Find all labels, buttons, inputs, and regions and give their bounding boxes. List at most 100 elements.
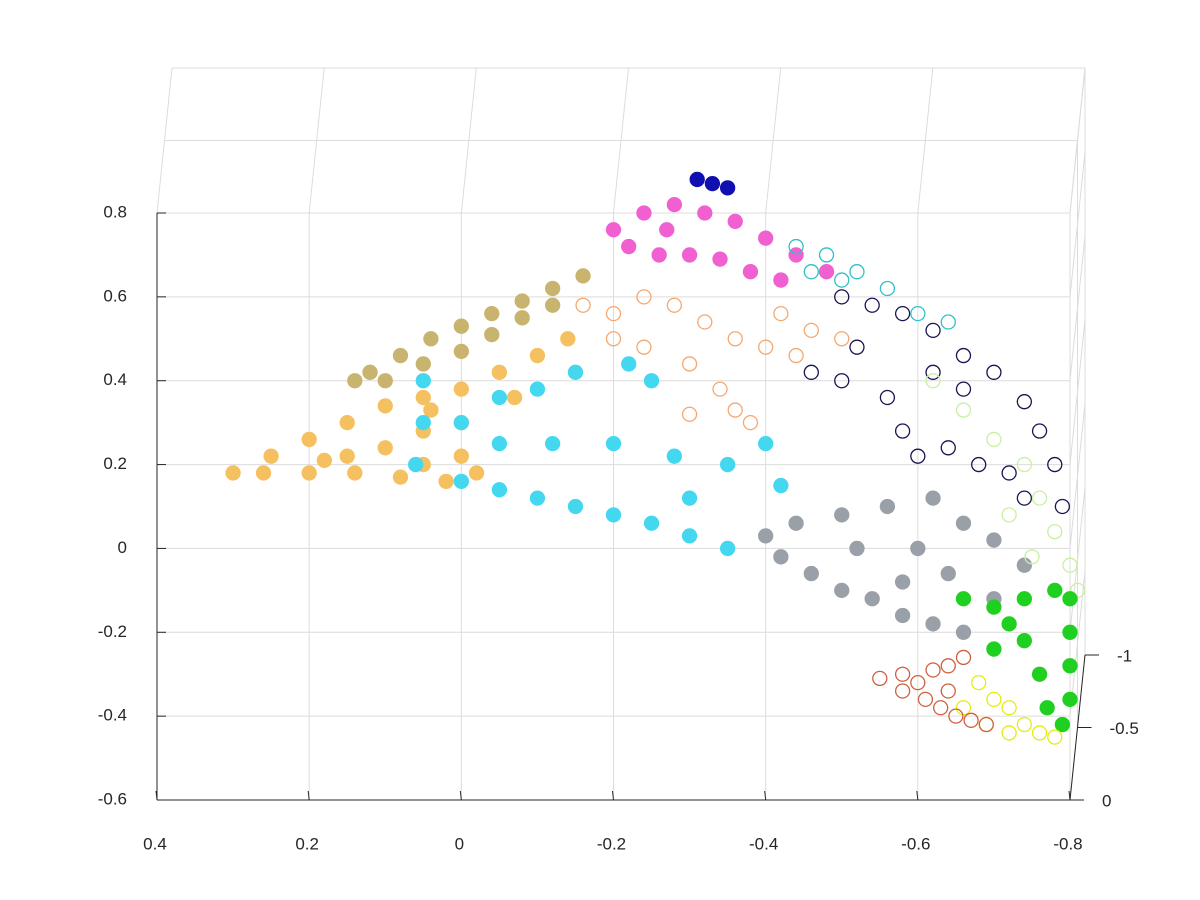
point <box>712 251 728 267</box>
point <box>879 389 896 406</box>
point <box>347 373 363 389</box>
point <box>834 331 850 347</box>
point <box>834 507 850 523</box>
point <box>925 322 941 339</box>
point <box>834 289 850 305</box>
point <box>971 456 987 473</box>
point <box>666 448 683 464</box>
point <box>1031 490 1048 506</box>
point <box>377 440 393 456</box>
point <box>727 331 743 347</box>
point <box>636 339 652 355</box>
point <box>727 402 743 418</box>
y-tick-label: 0 <box>118 538 127 557</box>
point <box>925 662 941 678</box>
point <box>894 574 911 590</box>
point <box>659 222 675 238</box>
point <box>727 213 743 230</box>
point <box>544 280 561 297</box>
point <box>1016 716 1032 733</box>
point <box>940 658 956 674</box>
point <box>415 373 431 389</box>
point <box>986 364 1002 380</box>
point <box>1062 691 1078 708</box>
point <box>362 364 378 380</box>
x-grid-line <box>156 67 173 800</box>
point <box>894 666 911 682</box>
point <box>803 565 819 582</box>
point <box>301 431 317 448</box>
point <box>719 456 736 473</box>
point <box>408 456 424 473</box>
point <box>925 364 941 380</box>
point <box>925 490 941 506</box>
point <box>636 205 652 221</box>
point <box>864 591 880 607</box>
point <box>423 402 439 418</box>
point <box>986 599 1002 615</box>
point <box>773 477 789 494</box>
point <box>1047 582 1063 599</box>
point <box>1016 490 1032 506</box>
point <box>910 540 926 557</box>
point <box>1031 666 1048 682</box>
point <box>986 691 1002 708</box>
point <box>529 490 546 506</box>
point <box>758 528 774 544</box>
point <box>955 591 972 607</box>
point <box>773 272 789 288</box>
point <box>894 423 911 439</box>
point <box>1062 658 1078 674</box>
point <box>788 347 804 364</box>
point <box>339 448 355 464</box>
point <box>773 549 789 565</box>
point <box>263 448 279 464</box>
point <box>910 448 926 464</box>
point <box>605 305 622 322</box>
point <box>940 440 956 456</box>
point <box>697 314 713 330</box>
point <box>788 247 804 263</box>
point <box>484 326 500 343</box>
point <box>1031 725 1048 741</box>
point <box>955 649 972 666</box>
point <box>1039 700 1055 716</box>
point <box>225 465 241 481</box>
point <box>423 331 439 347</box>
point <box>864 297 880 313</box>
point <box>484 305 500 322</box>
point <box>1031 423 1048 439</box>
point <box>651 247 667 263</box>
x-grid-line <box>460 67 477 800</box>
y-tick-label: 0.2 <box>103 454 127 473</box>
point <box>567 364 584 380</box>
point <box>1047 524 1063 540</box>
points <box>225 171 1086 745</box>
point <box>453 381 469 397</box>
axes: 0.4 0.2 0 -0.2 -0.4 -0.6 -0.8 0.8 0.6 0.4 0.2 0 -0.2… <box>98 202 1139 853</box>
point <box>925 616 941 632</box>
point <box>818 247 835 263</box>
point <box>773 305 789 322</box>
x-tick <box>155 790 158 801</box>
y-grid-line <box>157 403 1086 549</box>
x-tick-label: -0.6 <box>901 834 930 853</box>
point <box>1001 725 1017 741</box>
point <box>925 373 941 389</box>
point <box>955 624 972 640</box>
point <box>621 238 637 255</box>
point <box>955 381 972 397</box>
x-tick-label: 0 <box>455 834 464 853</box>
point <box>605 331 622 347</box>
x-tick <box>307 790 310 801</box>
point <box>666 297 683 313</box>
y-grid-line <box>157 654 1086 801</box>
x-tick-label: -0.4 <box>749 834 778 853</box>
point <box>849 339 865 355</box>
point <box>453 414 469 431</box>
point <box>666 196 683 213</box>
point <box>415 389 431 406</box>
point <box>1062 624 1078 640</box>
x-tick-label: 0.2 <box>295 834 319 853</box>
